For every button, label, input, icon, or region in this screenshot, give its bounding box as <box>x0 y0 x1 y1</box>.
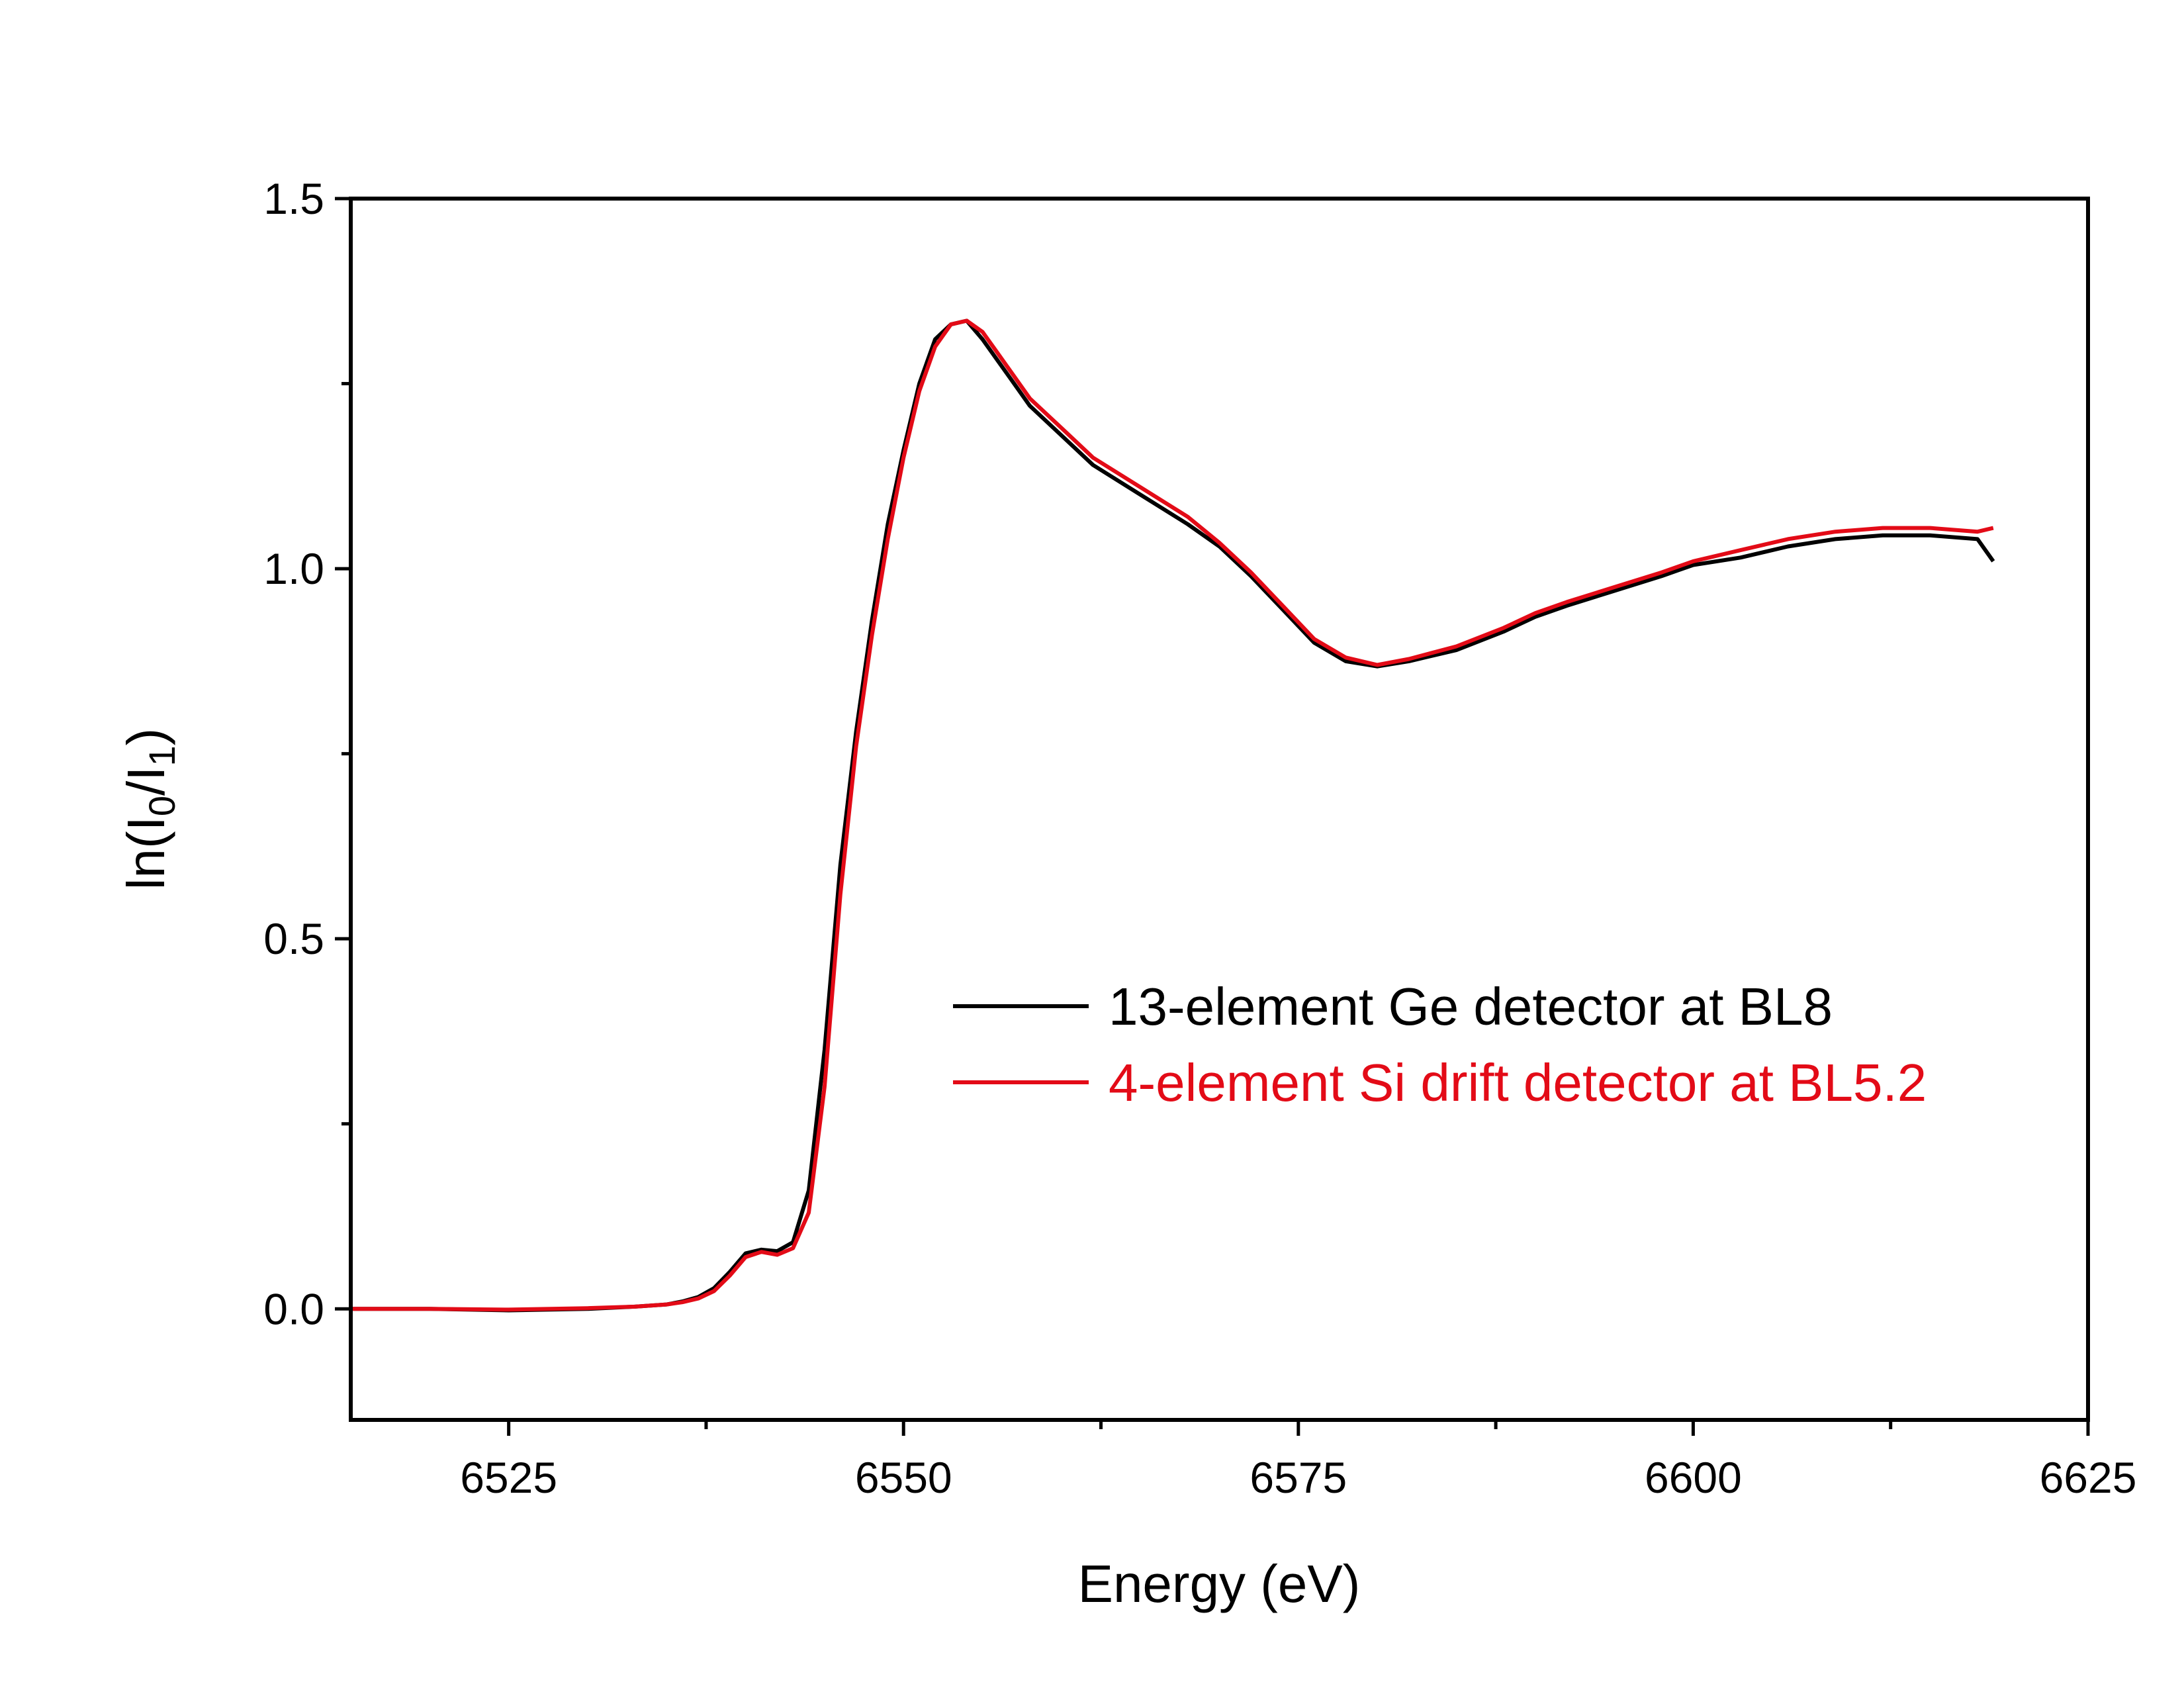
y-axis-title-mid: /I <box>116 767 175 796</box>
legend-label-ge: 13-element Ge detector at BL8 <box>1109 977 1833 1036</box>
y-axis-title-sub1: 0 <box>141 796 183 816</box>
x-tick-label: 6525 <box>460 1453 557 1502</box>
x-tick-label: 6550 <box>855 1453 952 1502</box>
x-axis-title: Energy (eV) <box>1078 1554 1361 1613</box>
y-axis-title: ln(I0/I1) <box>116 728 183 890</box>
plot-series-layer <box>351 318 1995 1313</box>
series-line-1 <box>351 318 1994 1312</box>
series-line-0 <box>351 318 1995 1313</box>
x-tick-label: 6600 <box>1645 1453 1742 1502</box>
y-tick-label: 1.5 <box>263 174 324 223</box>
y-axis-title-sub2: 1 <box>141 745 183 766</box>
legend-label-si: 4-element Si drift detector at BL5.2 <box>1109 1053 1927 1112</box>
y-axis-title-suffix: ) <box>116 728 175 746</box>
x-tick-label: 6625 <box>2040 1453 2137 1502</box>
y-tick-label: 0.0 <box>263 1284 324 1333</box>
x-axis-ticks: 6525 6550 6575 6600 6625 <box>460 1420 2136 1502</box>
y-axis-title-prefix: ln(I <box>116 816 175 890</box>
y-tick-label: 0.5 <box>263 914 324 963</box>
x-tick-label: 6575 <box>1250 1453 1347 1502</box>
y-axis-ticks: 0.0 0.5 1.0 1.5 <box>263 174 351 1333</box>
y-tick-label: 1.0 <box>263 544 324 593</box>
legend: 13-element Ge detector at BL8 4-element … <box>953 977 1927 1112</box>
plot-frame <box>349 197 2090 1422</box>
